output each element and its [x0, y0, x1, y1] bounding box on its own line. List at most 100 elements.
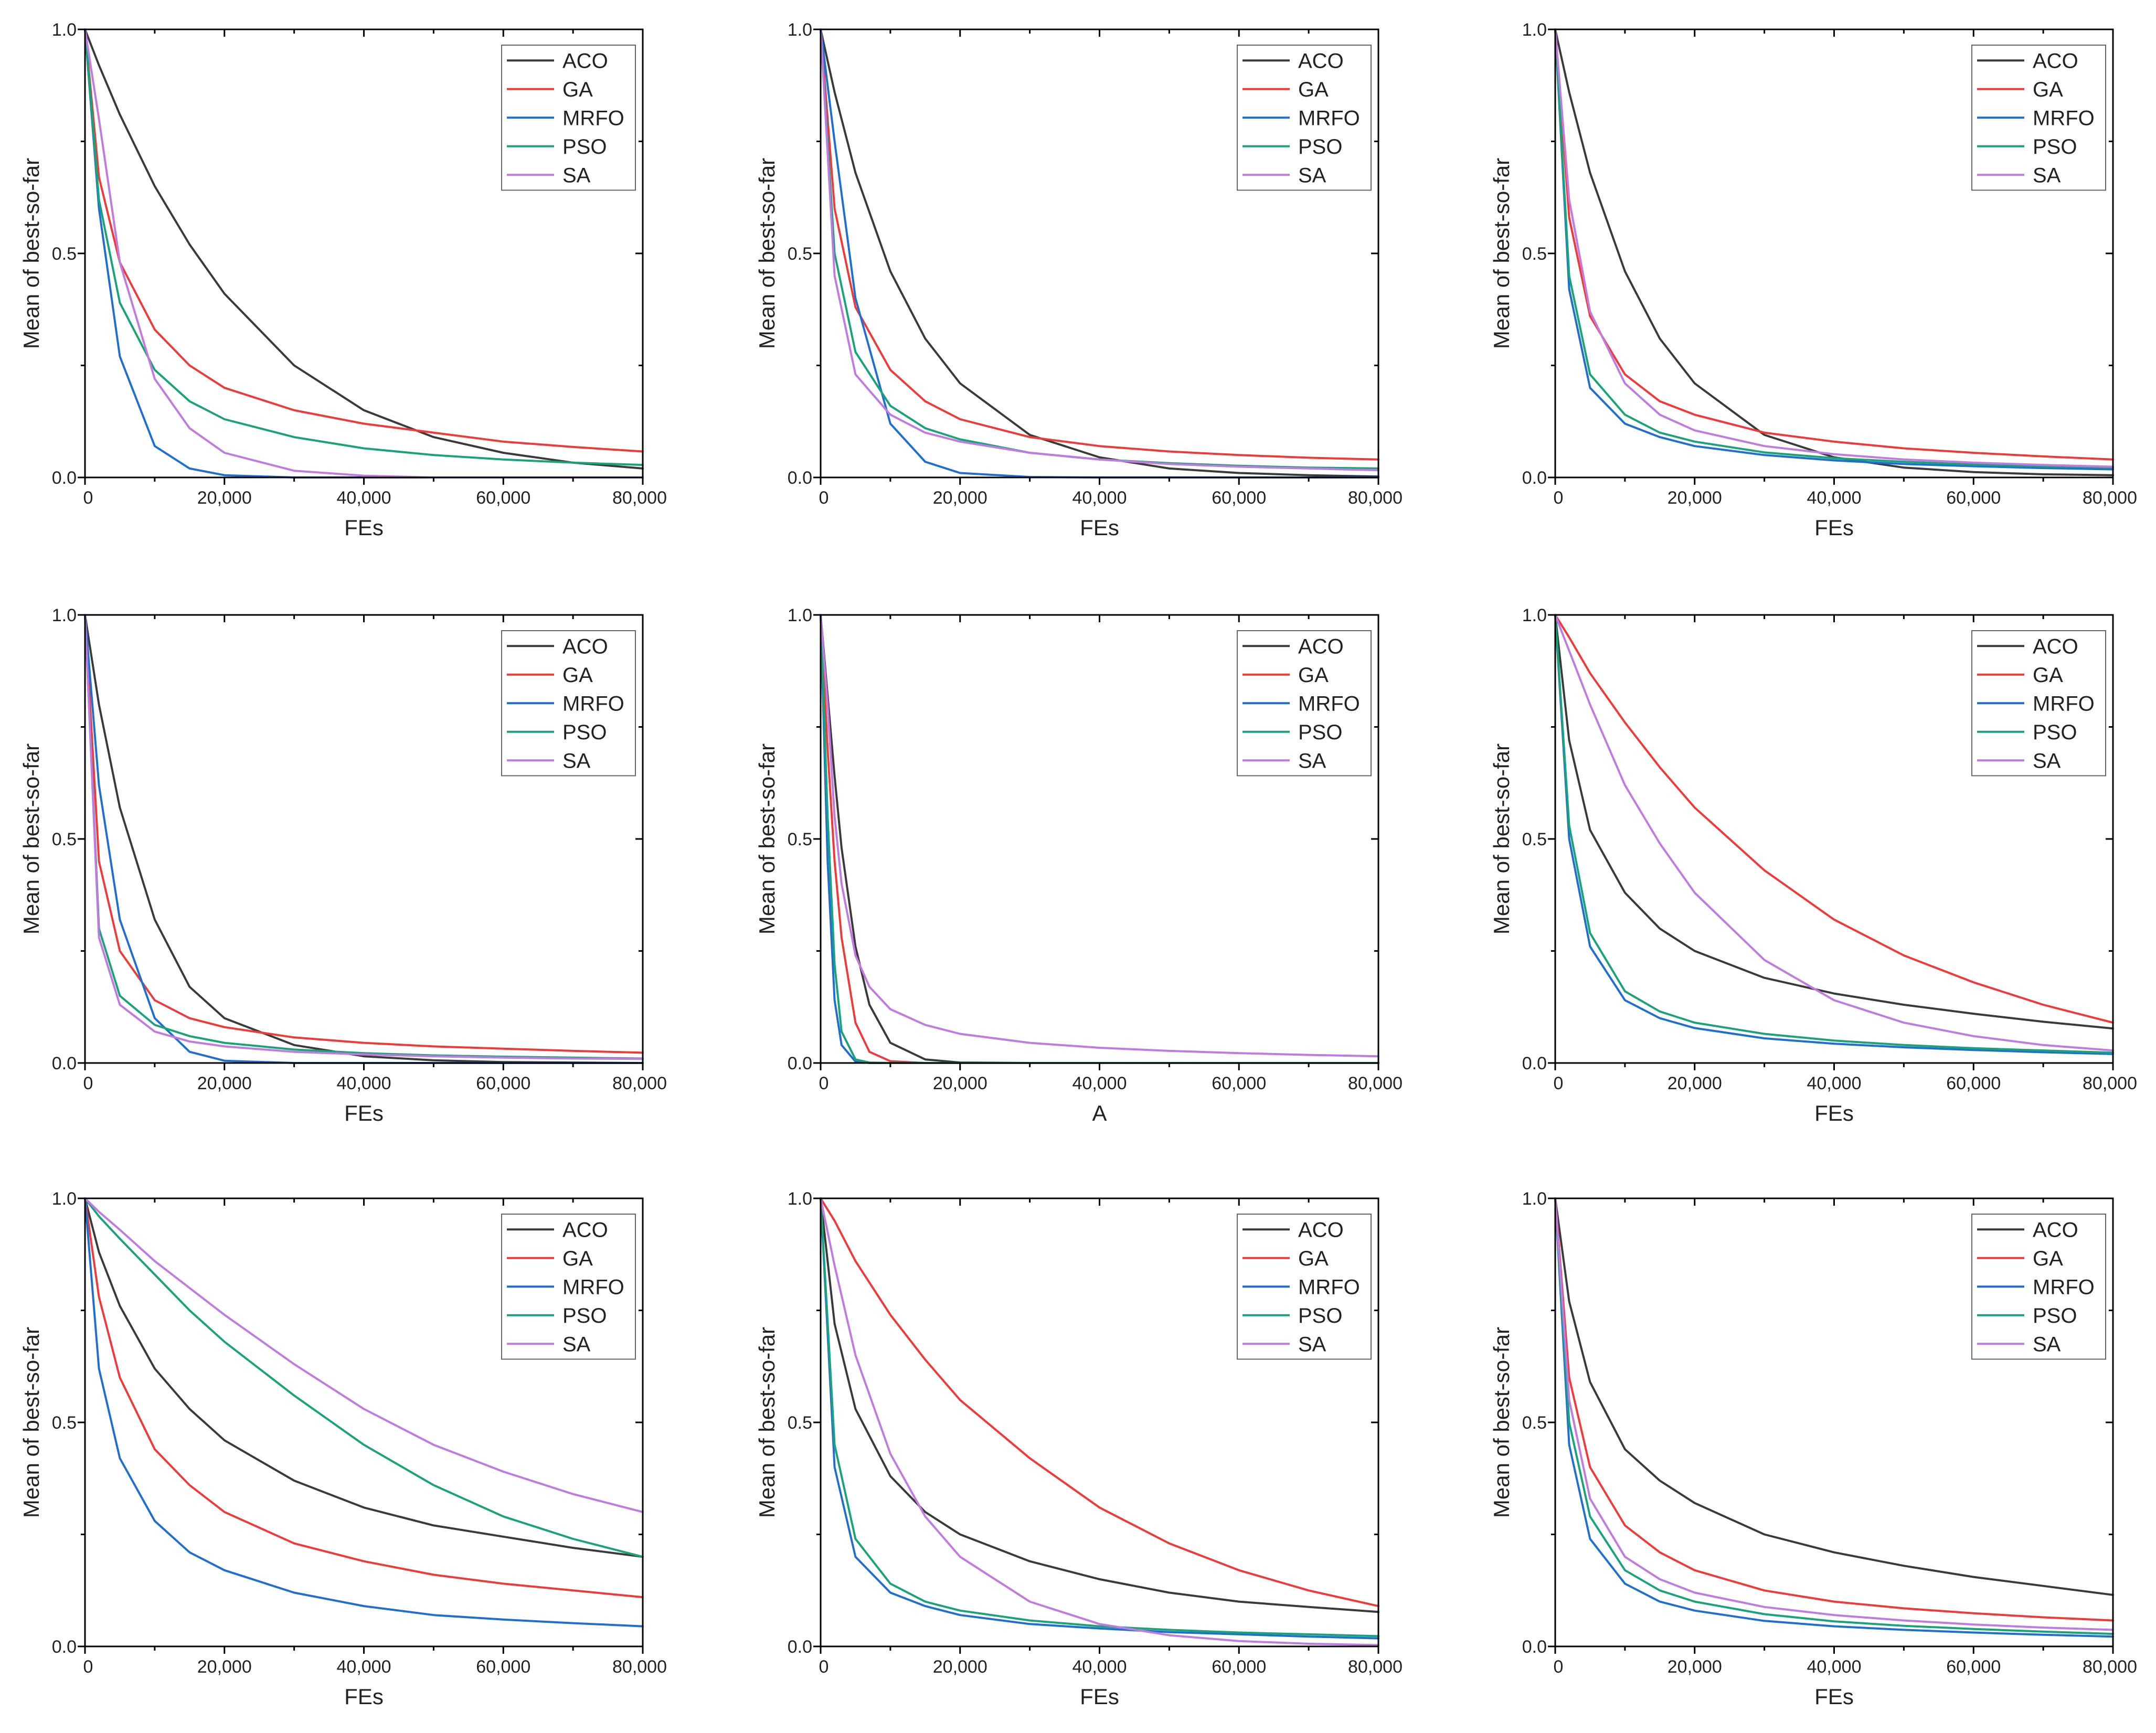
legend-label: ACO [1298, 49, 1344, 72]
x-tick-label: 40,000 [337, 1073, 391, 1093]
legend-label: GA [1298, 664, 1329, 687]
legend-label: SA [2033, 164, 2061, 187]
x-tick-label: 60,000 [1212, 1073, 1266, 1093]
legend-label: MRFO [562, 1275, 624, 1299]
x-tick-label: 0 [1554, 488, 1564, 508]
series-line-aco [820, 28, 1379, 478]
legend: ACO GA MRFO PSO SA [501, 45, 636, 191]
legend-label: MRFO [562, 692, 624, 715]
y-tick-label: 1.0 [788, 1189, 812, 1209]
x-tick-label: 20,000 [933, 488, 987, 508]
y-tick-label: 1.0 [788, 20, 812, 40]
chart-panel-7: 0 20,000 40,000 60,000 80,000 0.0 0.5 1.0 FEs Mea… [19, 1189, 667, 1709]
y-axis-title: Mean of best-so-far [19, 158, 44, 349]
x-tick-label: 40,000 [337, 1657, 391, 1677]
series-line-aco [1554, 614, 2114, 1030]
x-tick-label: 0 [1554, 1073, 1564, 1093]
x-tick-label: 20,000 [1668, 488, 1722, 508]
legend-label: SA [562, 164, 591, 187]
legend-label: SA [2033, 1333, 2061, 1356]
y-tick-label: 0.5 [52, 1413, 77, 1433]
x-tick-label: 20,000 [197, 1073, 252, 1093]
legend-label: MRFO [2033, 692, 2095, 715]
x-tick-label: 0 [83, 1073, 93, 1093]
series-line-sa [820, 28, 1379, 472]
legend-label: GA [1298, 78, 1329, 101]
x-tick-label: 0 [819, 1657, 829, 1677]
y-tick-label: 0.0 [1522, 1054, 1547, 1073]
series-line-ga [84, 28, 644, 453]
y-tick-label: 0.5 [788, 1413, 812, 1433]
legend-label: SA [1298, 749, 1326, 772]
legend-label: ACO [1298, 1218, 1344, 1241]
x-axis-title: FEs [344, 1101, 384, 1125]
y-axis-title: Mean of best-so-far [755, 743, 779, 934]
y-tick-label: 1.0 [788, 605, 812, 625]
series-line-aco [84, 1197, 644, 1558]
x-tick-label: 0 [83, 1657, 93, 1677]
x-axis-title: A [1092, 1101, 1107, 1125]
series-line-pso [84, 28, 644, 466]
x-tick-label: 60,000 [1946, 488, 2001, 508]
x-tick-label: 60,000 [476, 1657, 530, 1677]
legend-label: PSO [2033, 135, 2077, 158]
chart-panel-8: 0 20,000 40,000 60,000 80,000 0.0 0.5 1.0 FEs Mea… [755, 1189, 1403, 1709]
series-line-ga [1554, 28, 2114, 461]
chart-panel-5: 0 20,000 40,000 60,000 80,000 0.0 0.5 1.0 A Mean … [755, 605, 1403, 1125]
y-tick-label: 1.0 [1522, 20, 1547, 40]
x-tick-label: 80,000 [612, 488, 667, 508]
legend-label: GA [562, 1247, 593, 1270]
x-tick-label: 60,000 [1946, 1657, 2001, 1677]
y-tick-label: 1.0 [52, 605, 77, 625]
y-axis-title: Mean of best-so-far [19, 743, 44, 934]
x-tick-label: 40,000 [337, 488, 391, 508]
legend-label: ACO [562, 1218, 608, 1241]
series-line-sa [84, 614, 644, 1060]
series-line-sa [1554, 1197, 2114, 1631]
chart-panel-3: 0 20,000 40,000 60,000 80,000 0.0 0.5 1.0 FEs Mea… [1489, 20, 2137, 540]
series-line-mrfo [84, 1197, 644, 1628]
series-line-pso [1554, 28, 2114, 469]
legend-label: PSO [562, 721, 607, 744]
x-tick-label: 80,000 [2083, 1073, 2137, 1093]
x-tick-label: 60,000 [1212, 488, 1266, 508]
y-axis-title: Mean of best-so-far [755, 158, 779, 349]
x-tick-label: 60,000 [1946, 1073, 2001, 1093]
legend-label: SA [1298, 1333, 1326, 1356]
legend-label: MRFO [562, 107, 624, 130]
x-axis-title: FEs [344, 1684, 384, 1709]
legend-label: MRFO [1298, 1275, 1360, 1299]
legend-label: PSO [1298, 1304, 1342, 1327]
series-line-mrfo [1554, 614, 2114, 1055]
series-line-ga [84, 614, 644, 1054]
x-tick-label: 40,000 [1072, 1073, 1127, 1093]
y-tick-label: 0.0 [788, 468, 812, 488]
x-tick-label: 60,000 [476, 1073, 530, 1093]
x-tick-label: 40,000 [1807, 1657, 1862, 1677]
x-tick-label: 20,000 [197, 488, 252, 508]
x-tick-label: 20,000 [933, 1657, 987, 1677]
legend-label: MRFO [1298, 107, 1360, 130]
legend-label: MRFO [2033, 107, 2095, 130]
y-tick-label: 0.5 [52, 244, 77, 264]
series-line-pso [84, 1197, 644, 1558]
x-tick-label: 20,000 [1668, 1657, 1722, 1677]
series-line-ga [1554, 1197, 2114, 1622]
legend-label: PSO [562, 1304, 607, 1327]
series-line-pso [1554, 1197, 2114, 1635]
x-tick-label: 0 [1554, 1657, 1564, 1677]
legend-label: SA [562, 1333, 591, 1356]
legend-label: PSO [1298, 135, 1342, 158]
legend-label: PSO [2033, 721, 2077, 744]
legend-label: ACO [2033, 49, 2078, 72]
y-tick-label: 0.0 [788, 1637, 812, 1657]
legend: ACO GA MRFO PSO SA [501, 630, 636, 777]
series-line-sa [1554, 614, 2114, 1052]
x-tick-label: 20,000 [1668, 1073, 1722, 1093]
chart-panel-9: 0 20,000 40,000 60,000 80,000 0.0 0.5 1.0 FEs Mea… [1489, 1189, 2137, 1709]
y-tick-label: 1.0 [1522, 605, 1547, 625]
y-tick-label: 0.0 [788, 1054, 812, 1073]
series-line-mrfo [1554, 1197, 2114, 1638]
x-tick-label: 80,000 [612, 1657, 667, 1677]
